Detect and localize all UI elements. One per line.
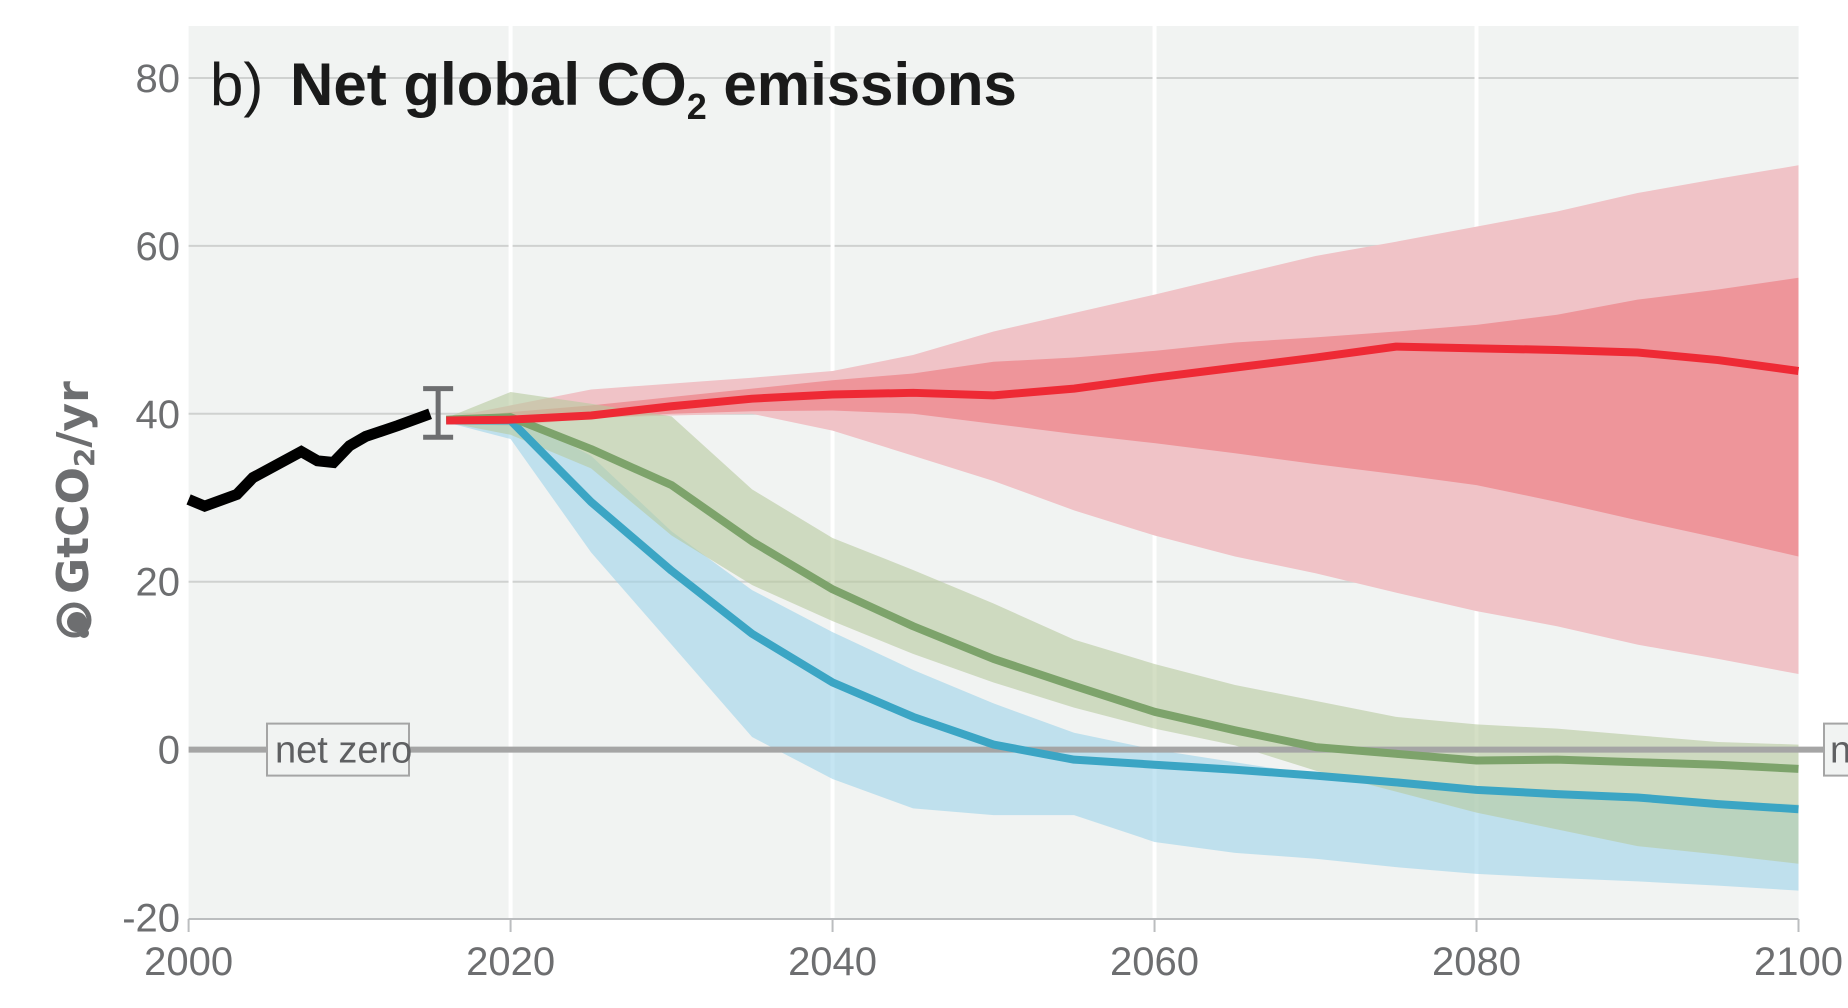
y-tick-label: 60 bbox=[136, 225, 181, 269]
x-tick-label: 2000 bbox=[144, 940, 233, 984]
series-line-blue bbox=[446, 416, 1799, 814]
net-zero-label-box-right bbox=[1823, 722, 1848, 777]
ylabel-subscript: 2 bbox=[68, 448, 101, 467]
net-zero-line: net zero n bbox=[188, 722, 1848, 777]
series-lines bbox=[186, 342, 1800, 814]
title-subscript: 2 bbox=[687, 86, 707, 127]
title-prefix: b) bbox=[210, 51, 263, 118]
historical-line bbox=[186, 408, 432, 513]
chart-title: b) Net global CO2 emissions bbox=[210, 51, 1017, 127]
y-tick-label: 80 bbox=[136, 57, 181, 101]
net-zero-label-right: n bbox=[1830, 730, 1848, 772]
ylabel-text: GtCO bbox=[48, 467, 99, 594]
x-tick-label: 2040 bbox=[788, 940, 877, 984]
x-tick-label: 2020 bbox=[466, 940, 555, 984]
series-line-red bbox=[446, 342, 1800, 425]
series-line-green bbox=[446, 413, 1799, 773]
title-suffix: emissions bbox=[707, 51, 1017, 118]
y-axis-label: GtCO2/yr bbox=[48, 381, 101, 638]
co2-cloud-icon bbox=[56, 602, 92, 638]
svg-text:GtCO2/yr: GtCO2/yr bbox=[48, 381, 101, 594]
y-tick-label: -20 bbox=[122, 897, 180, 941]
title-main: Net global CO bbox=[290, 51, 687, 118]
net-zero-label: net zero bbox=[275, 730, 412, 772]
x-tick-label: 2100 bbox=[1754, 940, 1843, 984]
x-tick-label: 2080 bbox=[1432, 940, 1521, 984]
net-zero-label-box bbox=[266, 722, 410, 777]
ylabel-suffix: /yr bbox=[48, 381, 99, 448]
historical-error-bar bbox=[423, 386, 454, 440]
band-green bbox=[446, 391, 1799, 864]
y-tick-label: 20 bbox=[136, 561, 181, 605]
y-tick-label: 0 bbox=[158, 729, 180, 773]
y-tick-label: 40 bbox=[136, 393, 181, 437]
x-tick-label: 2060 bbox=[1110, 940, 1199, 984]
